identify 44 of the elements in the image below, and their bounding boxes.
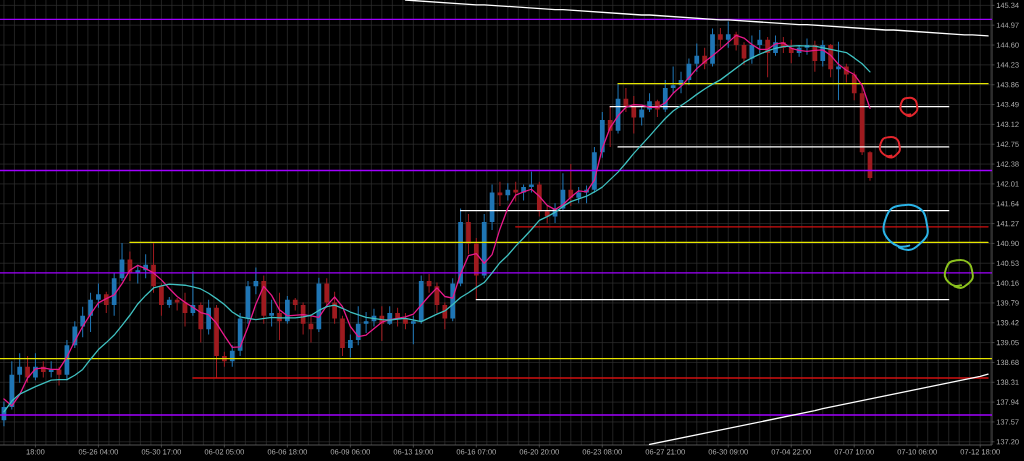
- candlestick: [481, 213, 487, 279]
- candlestick: [363, 312, 369, 333]
- candlestick: [347, 334, 353, 358]
- candlestick: [308, 315, 314, 343]
- candlestick: [214, 305, 219, 378]
- candlestick: [96, 283, 101, 308]
- candlestick: [206, 299, 211, 335]
- candlestick: [718, 27, 723, 48]
- candlestick: [442, 302, 448, 330]
- candlestick: [111, 272, 117, 316]
- candlestick: [324, 278, 330, 308]
- candlestick: [229, 345, 235, 367]
- candlestick: [639, 106, 645, 126]
- candlestick: [631, 95, 637, 134]
- candlestick: [466, 213, 471, 255]
- candlestick: [159, 283, 164, 316]
- candlestick: [261, 275, 267, 324]
- candlestick: [198, 302, 204, 343]
- candlestick: [88, 292, 93, 332]
- candlestick: [80, 306, 86, 338]
- candlestick: [836, 41, 841, 101]
- candlestick: [497, 181, 503, 206]
- candlestick: [694, 43, 700, 72]
- candlestick: [410, 315, 416, 345]
- candlestick: [725, 21, 731, 48]
- candlestick: [568, 164, 574, 206]
- candlestick: [17, 353, 23, 383]
- candlestick: [269, 299, 274, 327]
- candlestick: [529, 171, 534, 193]
- candlestick: [166, 297, 172, 308]
- candlestick: [458, 208, 463, 287]
- candlestick: [245, 280, 251, 324]
- candlestick: [710, 28, 715, 67]
- candlestick: [670, 66, 676, 94]
- candlestick: [599, 112, 605, 158]
- candlestick: [757, 30, 763, 54]
- candlestick: [505, 183, 511, 201]
- candlestick: [418, 275, 424, 324]
- candlestick: [340, 315, 345, 356]
- candlestick: [9, 361, 15, 410]
- candlestick: [292, 298, 298, 311]
- candlestick: [741, 42, 747, 65]
- candlestick: [536, 181, 542, 217]
- candlestick: [332, 291, 337, 324]
